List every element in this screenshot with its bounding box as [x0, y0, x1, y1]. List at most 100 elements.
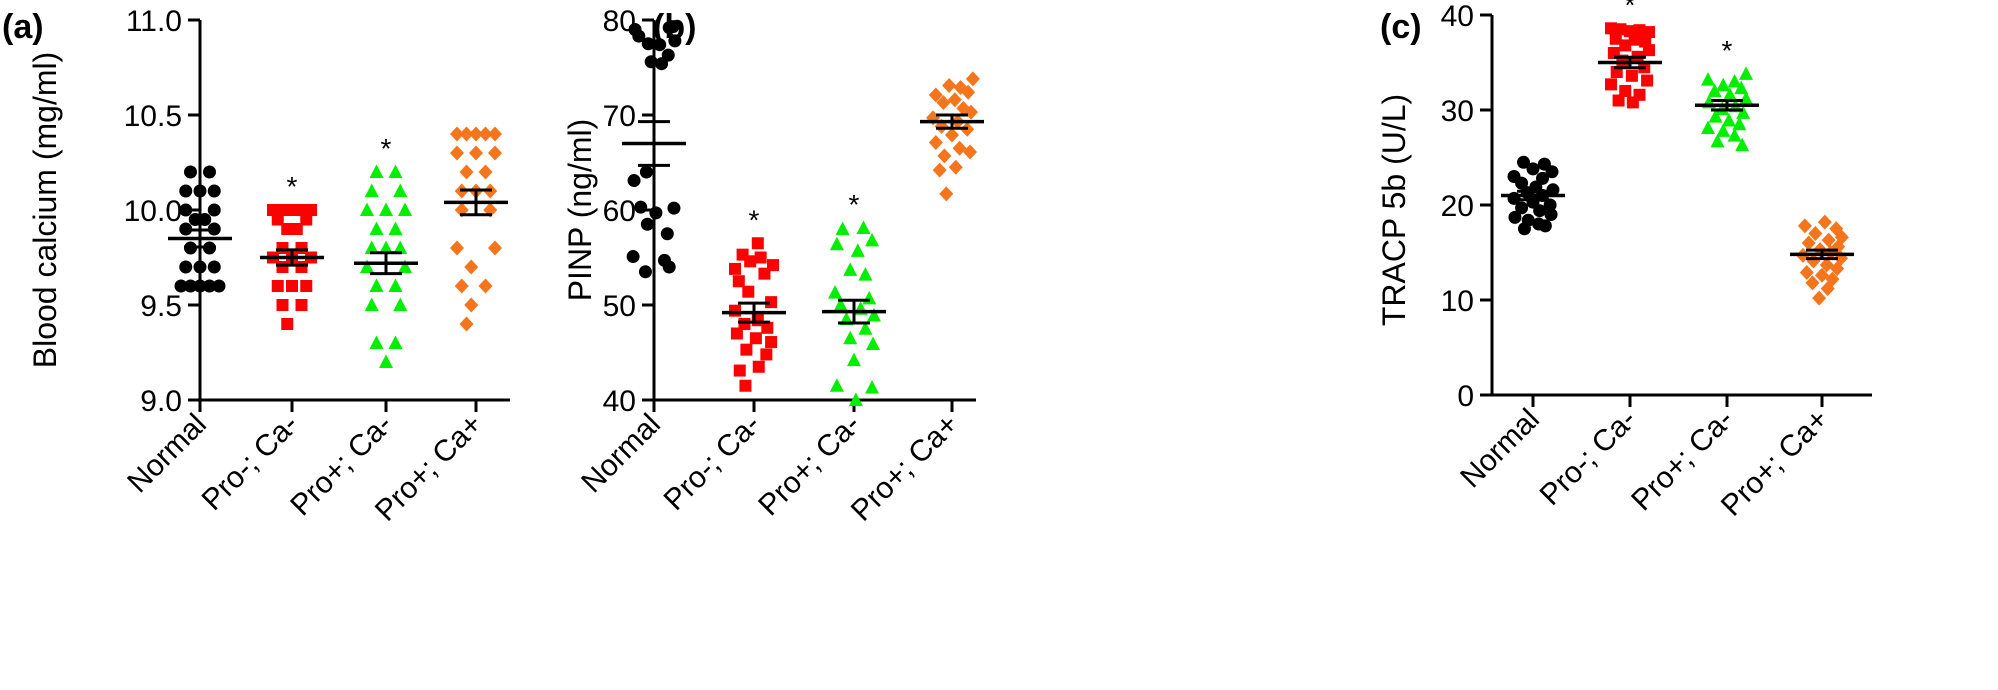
data-point: [398, 259, 412, 273]
data-point: [948, 159, 963, 175]
panel-c: (c) TRACP 5b (U/L) 0 10 20 30 40 Normal …: [1376, 0, 1872, 523]
data-point: [833, 297, 848, 311]
data-point: [661, 48, 675, 62]
y-axis-label: Blood calcium (mg/ml): [27, 52, 63, 369]
data-point: [965, 71, 980, 87]
data-point: [488, 126, 502, 142]
data-point: [749, 332, 762, 345]
x-categories: Normal Pro-; Ca- Pro+; Ca- Pro+; Ca+: [575, 398, 976, 528]
data-point: [281, 223, 294, 235]
data-point: [729, 304, 741, 317]
data-point: [1517, 155, 1530, 169]
data-point: [627, 174, 641, 188]
data-point: [360, 202, 374, 216]
data-point: [393, 297, 408, 311]
data-point: [179, 203, 193, 217]
data-point: [459, 164, 474, 180]
data-point: [459, 126, 474, 142]
data-point: [1605, 22, 1617, 35]
data-point: [751, 237, 764, 250]
data-point: [828, 285, 842, 299]
data-point: [639, 165, 653, 179]
data-point: [464, 259, 479, 275]
data-point: [271, 280, 284, 292]
y-tick: 70: [603, 100, 654, 133]
data-point: [858, 267, 873, 281]
data-point: [1735, 137, 1750, 152]
data-point: [174, 279, 188, 293]
data-point: [369, 335, 384, 349]
y-axis-label: PINP (ng/ml): [562, 119, 598, 302]
data-point: [856, 220, 871, 235]
data-point: [729, 262, 741, 275]
panel-b: (b) PINP (ng/ml) 40 50 60 70 80 Normal P…: [562, 5, 984, 528]
data-point: [1538, 219, 1552, 233]
y-tick-label: 20: [1441, 190, 1474, 223]
data-point: [936, 95, 951, 111]
data-point: [1633, 24, 1646, 37]
data-point: [752, 360, 765, 373]
data-point: [754, 251, 767, 264]
data-point: [847, 352, 861, 367]
y-tick-label: 40: [603, 385, 636, 418]
data-point: [1736, 105, 1751, 119]
y-tick: 10: [1441, 285, 1492, 318]
data-point: [267, 204, 279, 216]
data-point: [733, 364, 746, 377]
data-point: [286, 280, 298, 292]
data-point: [393, 240, 408, 254]
y-tick-label: 11.0: [126, 5, 182, 38]
data-point: [928, 135, 943, 151]
data-point: [848, 392, 863, 406]
data-point: [638, 265, 652, 279]
data-point: [360, 259, 374, 273]
y-tick: 50: [603, 290, 654, 323]
group-pro-plus-ca-plus: [1790, 214, 1854, 306]
data-point: [212, 279, 226, 293]
group-normal: [622, 20, 686, 279]
data-point: [276, 299, 289, 311]
data-point: [1612, 94, 1625, 107]
y-tick-label: 10: [1441, 285, 1474, 318]
data-point: [1641, 74, 1654, 87]
data-point: [829, 236, 844, 251]
data-point: [379, 240, 393, 254]
data-point: [1614, 23, 1627, 36]
data-point: [1544, 208, 1558, 221]
data-point: [450, 240, 464, 256]
data-point: [469, 126, 483, 142]
data-point: [393, 183, 408, 197]
data-point: [295, 299, 308, 311]
data-point: [1515, 201, 1529, 215]
data-point: [388, 164, 403, 178]
data-point: [450, 145, 464, 161]
data-point: [866, 307, 881, 322]
data-point: [281, 318, 294, 330]
x-tick-label: Pro-; Ca-: [658, 408, 767, 517]
data-point: [364, 297, 379, 311]
data-point: [1626, 96, 1639, 109]
x-category: Pro+; Ca+: [1715, 395, 1835, 523]
significance-star: *: [381, 133, 392, 164]
data-point: [1799, 264, 1814, 280]
group-normal: [1501, 155, 1565, 236]
data-point: [662, 260, 676, 274]
data-point: [1797, 218, 1812, 234]
data-point: [1643, 44, 1655, 57]
group-pro-minus-ca-minus: *: [1598, 0, 1662, 109]
y-tick: 9.0: [140, 385, 200, 418]
group-pro-plus-ca-minus: *: [822, 189, 886, 406]
data-point: [963, 144, 978, 160]
data-point: [1734, 80, 1749, 95]
data-point: [369, 164, 384, 178]
data-point: [203, 165, 216, 179]
group-pro-plus-ca-plus: [920, 71, 984, 202]
data-point: [1834, 229, 1849, 245]
data-point: [1805, 275, 1820, 291]
data-point: [1821, 232, 1836, 248]
data-point: [300, 280, 313, 292]
y-axis-ticks: 9.0 9.5 10.0 10.5 11.0: [124, 5, 200, 418]
y-tick-label: 40: [1441, 0, 1474, 33]
data-point: [947, 92, 962, 108]
data-point: [1716, 77, 1731, 92]
